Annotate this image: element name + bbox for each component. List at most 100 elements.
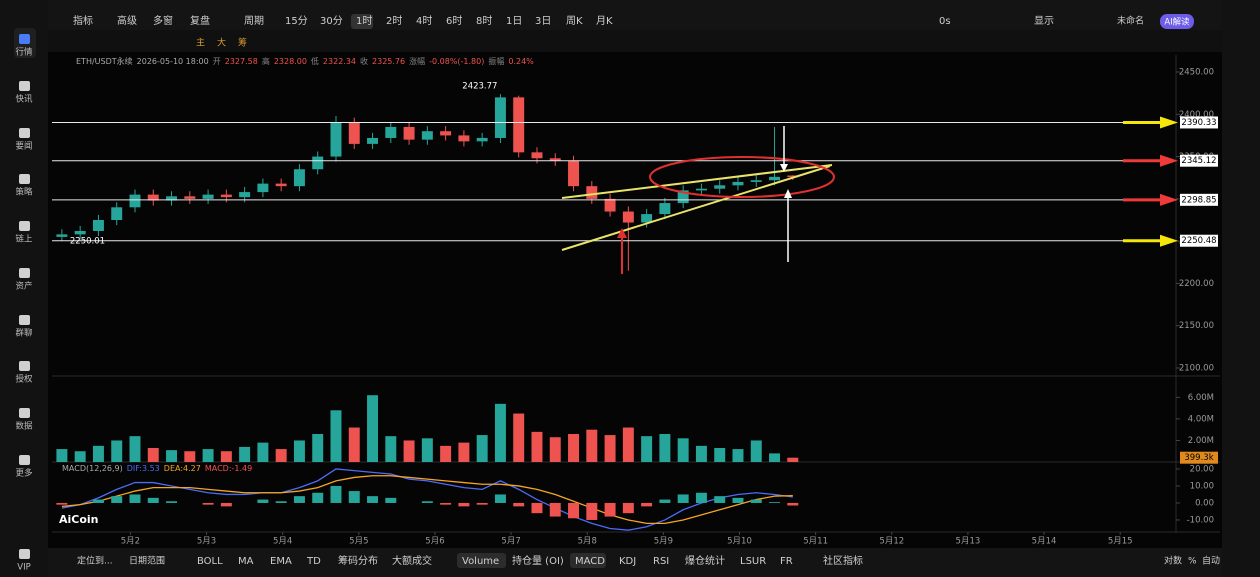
draw-tool[interactable]: 大: [217, 37, 226, 49]
candle-body: [74, 230, 86, 235]
indicator-tab[interactable]: KDJ: [619, 556, 636, 567]
toolbar-item[interactable]: 复盘: [190, 14, 210, 27]
candle-body: [220, 194, 232, 198]
indicator-tab[interactable]: EMA: [270, 556, 292, 567]
layout-name[interactable]: 未命名: [1117, 15, 1144, 27]
sidebar-icon: [19, 315, 30, 325]
macd-legend: DIF:3.53: [127, 464, 160, 473]
x-tick-label: 5月10: [727, 537, 752, 547]
display-toggle[interactable]: 显示: [1034, 15, 1054, 27]
candle-body: [695, 188, 707, 191]
period[interactable]: 1日: [506, 16, 522, 27]
volume-bar: [56, 449, 68, 462]
period[interactable]: 2时: [386, 15, 402, 27]
period[interactable]: 30分: [320, 15, 343, 27]
indicator-tab[interactable]: MACD: [575, 556, 605, 567]
draw-tool[interactable]: 主: [196, 37, 205, 49]
period[interactable]: 周K: [566, 15, 583, 27]
locate[interactable]: 定位到...: [77, 555, 113, 567]
volume-bar: [604, 435, 616, 462]
candle-body: [293, 169, 305, 187]
toolbar-item[interactable]: 高级: [117, 14, 137, 27]
period[interactable]: 6时: [446, 15, 462, 27]
draw-toolbar: [48, 30, 1222, 52]
y-tick-label: 0.00: [1195, 498, 1214, 508]
ai-button-label[interactable]: AI解读: [1164, 17, 1190, 28]
price-arrow: [1123, 154, 1178, 167]
volume-bar: [641, 436, 653, 462]
x-tick-label: 5月13: [956, 537, 981, 547]
indicator-tab[interactable]: Volume: [462, 556, 499, 567]
axis-option[interactable]: %: [1188, 557, 1197, 567]
sidebar-item[interactable]: 群聊: [15, 328, 32, 339]
candle-body: [622, 211, 634, 223]
indicator-tab[interactable]: RSI: [653, 556, 669, 567]
candle-body: [568, 160, 580, 187]
sidebar-item[interactable]: 授权: [15, 374, 33, 385]
toolbar-item[interactable]: 指标: [73, 14, 93, 27]
macd-line: [61, 475, 793, 525]
candle-body: [494, 97, 506, 138]
indicator-tab[interactable]: 大额成交: [392, 554, 432, 567]
info-part: 高: [262, 56, 270, 66]
sidebar-item[interactable]: 更多: [15, 468, 33, 479]
period[interactable]: 4时: [416, 15, 432, 27]
sidebar-item[interactable]: 快讯: [15, 94, 33, 105]
price-arrow: [1123, 193, 1178, 206]
info-part: 低: [311, 56, 319, 66]
macd-histogram: [769, 502, 781, 503]
macd-histogram: [695, 492, 707, 503]
sidebar-item[interactable]: 数据: [15, 421, 33, 432]
sidebar-item[interactable]: 资产: [15, 281, 32, 292]
sidebar-item[interactable]: 行情: [15, 47, 33, 58]
x-tick-label: 5月8: [578, 537, 597, 547]
candle-body: [440, 131, 452, 136]
volume-bar: [750, 440, 762, 462]
sidebar-icon: [19, 408, 30, 418]
period[interactable]: 8时: [476, 15, 492, 27]
volume-bar: [220, 451, 232, 462]
indicator-tab[interactable]: BOLL: [197, 556, 223, 567]
volume-bar: [111, 440, 123, 462]
candle-body: [129, 194, 141, 208]
macd-histogram: [659, 499, 671, 503]
indicator-tab[interactable]: MA: [238, 556, 254, 567]
indicator-tab[interactable]: 筹码分布: [338, 554, 378, 567]
volume-bar: [257, 442, 269, 462]
axis-option[interactable]: 自动: [1202, 555, 1220, 567]
candle-body: [202, 194, 214, 199]
period[interactable]: 3日: [535, 16, 551, 27]
period-label[interactable]: 周期: [244, 15, 264, 27]
price-annotation: 2250.01: [70, 237, 105, 247]
timer[interactable]: 0s: [939, 16, 951, 27]
draw-tool[interactable]: 筹: [238, 37, 247, 49]
volume-bar: [312, 434, 324, 462]
indicator-tab[interactable]: 爆仓统计: [685, 554, 725, 567]
period[interactable]: 月K: [596, 15, 613, 27]
period[interactable]: 1时: [356, 15, 372, 27]
indicator-tab[interactable]: TD: [306, 556, 321, 567]
trend-line: [561, 165, 831, 251]
sidebar-item[interactable]: 要闻: [15, 142, 32, 152]
indicator-tab[interactable]: LSUR: [740, 556, 766, 567]
price-arrow: [1123, 116, 1178, 129]
indicator-tab[interactable]: 持仓量 (OI): [512, 554, 564, 567]
candle-body: [421, 131, 433, 140]
x-tick-label: 5月7: [501, 537, 520, 547]
period[interactable]: 15分: [285, 15, 308, 27]
candle-body: [348, 122, 360, 144]
sidebar-item[interactable]: 链上: [15, 234, 33, 245]
toolbar-item[interactable]: 多窗: [153, 14, 173, 27]
sidebar-item[interactable]: 策略: [15, 187, 33, 198]
sidebar-item[interactable]: VIP: [17, 563, 30, 573]
highlight-ellipse: [649, 156, 835, 198]
date-range[interactable]: 日期范围: [129, 555, 165, 567]
price-line-label: 2390.33: [1181, 118, 1216, 128]
indicator-tab[interactable]: 社区指标: [823, 554, 863, 567]
macd-histogram: [586, 502, 598, 520]
macd-histogram: [641, 502, 653, 507]
sidebar-icon: [19, 128, 30, 138]
axis-option[interactable]: 对数: [1164, 555, 1182, 567]
indicator-active: [457, 553, 506, 568]
indicator-tab[interactable]: FR: [780, 556, 793, 567]
